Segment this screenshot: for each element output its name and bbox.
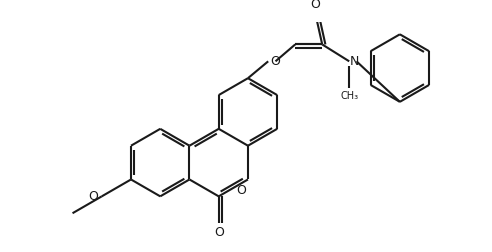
Text: N: N [350, 55, 360, 68]
Text: O: O [214, 226, 224, 239]
Text: O: O [310, 0, 320, 11]
Text: O: O [88, 190, 98, 203]
Text: O: O [236, 184, 246, 197]
Text: O: O [270, 55, 280, 68]
Text: CH₃: CH₃ [340, 91, 358, 101]
